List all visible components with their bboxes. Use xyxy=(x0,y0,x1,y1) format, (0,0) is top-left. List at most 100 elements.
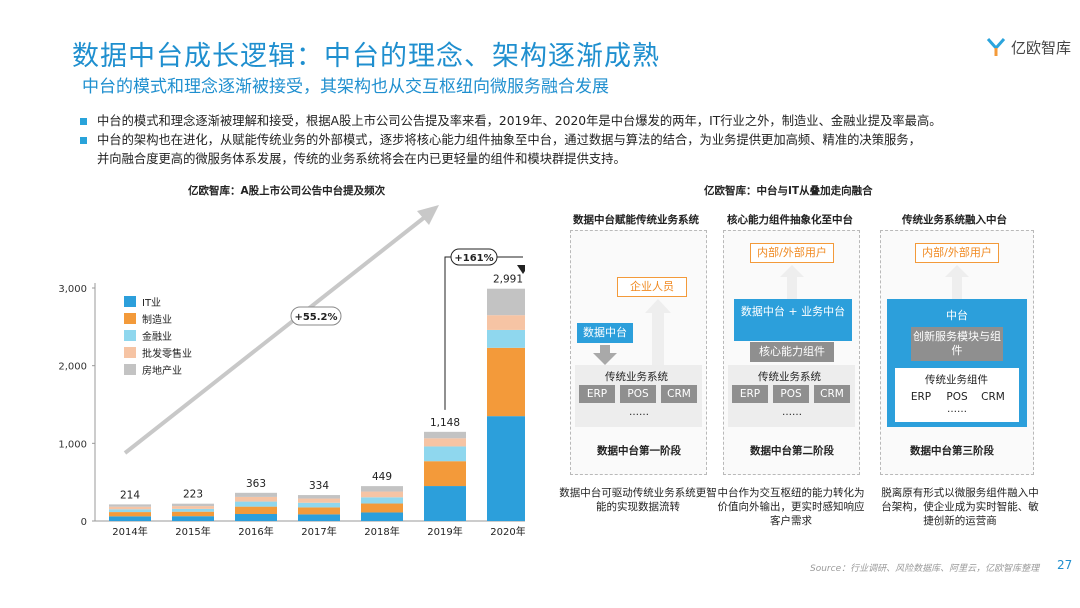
x-tick-label: 2019年 xyxy=(427,525,462,538)
bar-segment xyxy=(235,501,277,507)
stage-3-system: 传统业务组件 ERP POS CRM …… xyxy=(895,368,1019,422)
bar-segment xyxy=(487,347,525,417)
legend-label: 批发零售业 xyxy=(142,347,192,360)
bar-segment xyxy=(172,511,214,517)
stage-3-description: 脱离原有形式以微服务组件融入中台架构，使企业成为实时智能、敏捷创新的运营商 xyxy=(881,487,1039,527)
stage-2-system-title: 传统业务系统 xyxy=(758,371,821,383)
bullet-square-icon xyxy=(80,118,87,125)
bar-segment xyxy=(235,492,277,497)
legend-label: 房地产业 xyxy=(142,364,182,377)
bar-segment xyxy=(298,495,340,499)
up-arrow-icon xyxy=(645,299,671,379)
bar-segment xyxy=(109,506,151,510)
growth-label: +161% xyxy=(454,253,493,264)
bar-segment xyxy=(424,431,466,439)
bar-segment xyxy=(424,461,466,487)
x-tick-label: 2018年 xyxy=(364,525,399,538)
stage-1-system: 传统业务系统 ERP POS CRM …… xyxy=(575,365,702,427)
x-tick-label: 2014年 xyxy=(112,525,147,538)
pos-chip: POS xyxy=(773,385,809,403)
bar-segment xyxy=(172,506,214,509)
stacked-bar-chart: 0 1,000 2,000 3,000 214 2014年 223 2015年 363 2016年… xyxy=(58,205,525,538)
bar-segment xyxy=(109,512,151,517)
stage-1-panel: 企业人员 数据中台 传统业务系统 ERP POS CRM …… xyxy=(570,230,707,475)
stage-3-footer: 数据中台第三阶段 xyxy=(910,445,994,457)
bar-segment xyxy=(235,496,277,502)
erp-chip: ERP xyxy=(579,385,615,403)
crm-chip: CRM xyxy=(661,385,697,403)
stage-3-inner-box: 创新服务模块与组件 xyxy=(911,327,1003,361)
ellipsis: …… xyxy=(782,407,802,418)
legend-swatch xyxy=(124,313,136,324)
bar-total-label: 449 xyxy=(372,471,392,483)
stage-2-system: 传统业务系统 ERP POS CRM …… xyxy=(728,365,855,427)
bar-segment xyxy=(424,446,466,462)
stage-1-footer: 数据中台第一阶段 xyxy=(597,445,681,457)
bar-segment xyxy=(172,503,214,507)
up-arrow-icon xyxy=(945,265,969,299)
trend-arrow-head xyxy=(417,205,439,225)
bar-segment xyxy=(424,438,466,447)
chart-title: 亿欧智库：A股上市公司公告中台提及频次 xyxy=(188,185,386,197)
bar-total-label: 334 xyxy=(309,480,329,492)
bullet-list: 中台的模式和理念逐渐被理解和接受，根据A股上市公司公告提及率来看，2019年、2… xyxy=(80,112,1060,169)
legend-swatch xyxy=(124,364,136,375)
legend-swatch xyxy=(124,330,136,341)
bar-segment xyxy=(487,329,525,348)
bar-segment xyxy=(172,508,214,512)
stage-1-title: 数据中台赋能传统业务系统 xyxy=(573,214,699,226)
pos-chip: POS xyxy=(946,391,968,403)
bar-segment xyxy=(361,512,403,521)
bar-segment xyxy=(361,491,403,498)
up-arrow-icon xyxy=(780,265,804,299)
bar-segment xyxy=(298,507,340,515)
crm-chip: CRM xyxy=(981,391,1005,403)
bar-total-label: 214 xyxy=(120,489,140,501)
logo-icon xyxy=(986,38,1006,56)
erp-chip: ERP xyxy=(732,385,768,403)
legend-label: 金融业 xyxy=(142,330,172,343)
stage-1-description: 数据中台可驱动传统业务系统更智能的实现数据流转 xyxy=(559,487,717,513)
y-tick-label: 2,000 xyxy=(58,362,87,373)
legend-swatch xyxy=(124,296,136,307)
bullet-text: 中台的模式和理念逐渐被理解和接受，根据A股上市公司公告提及率来看，2019年、2… xyxy=(97,114,942,128)
page-number: 27 xyxy=(1057,558,1073,572)
stage-3-title: 传统业务系统融入中台 xyxy=(902,214,1007,226)
bullet-item: 中台的模式和理念逐渐被理解和接受，根据A股上市公司公告提及率来看，2019年、2… xyxy=(80,112,1060,131)
stage-2-footer: 数据中台第二阶段 xyxy=(750,445,834,457)
bar-segment xyxy=(487,288,525,316)
bar-segment xyxy=(361,497,403,504)
bar-segment xyxy=(361,503,403,513)
bar-segment xyxy=(424,486,466,521)
erp-chip: ERP xyxy=(910,391,932,403)
bullet-item: 中台的架构也在进化，从赋能传统业务的外部模式，逐步将核心能力组件抽象至中台，通过… xyxy=(80,131,1060,150)
diagram-title: 亿欧智库：中台与IT从叠加走向融合 xyxy=(704,185,873,197)
logo-text: 亿欧智库 xyxy=(1011,38,1072,57)
legend-swatch xyxy=(124,347,136,358)
bar-segment xyxy=(109,509,151,513)
bar-segment xyxy=(235,514,277,521)
stage-2-top-box: 内部/外部用户 xyxy=(750,243,834,263)
stage-2-middle-box: 数据中台 + 业务中台 xyxy=(734,299,852,341)
source-note: Source：行业调研、风险数据库、阿里云，亿欧智库整理 xyxy=(810,564,1040,574)
y-tick-label: 3,000 xyxy=(58,284,87,295)
crm-chip: CRM xyxy=(814,385,850,403)
y-tick-label: 1,000 xyxy=(58,439,87,450)
legend-label: IT业 xyxy=(142,297,161,309)
bullet-text-continued: 并向融合度更高的微服务体系发展，传统的业务系统将会在内已更轻量的组件和模块群提供… xyxy=(97,152,626,166)
growth-label-badge xyxy=(450,248,498,266)
stage-1-middle-box: 数据中台 xyxy=(577,323,633,343)
stage-1-system-title: 传统业务系统 xyxy=(605,371,668,383)
bar-segment xyxy=(487,416,525,521)
stage-3-top-box: 内部/外部用户 xyxy=(915,243,999,263)
bullet-text: 中台的架构也在进化，从赋能传统业务的外部模式，逐步将核心能力组件抽象至中台，通过… xyxy=(97,133,921,147)
trend-arrow xyxy=(123,211,432,455)
trend-label: +55.2% xyxy=(294,312,337,323)
bar-segment xyxy=(172,516,214,521)
y-tick-label: 0 xyxy=(81,517,87,528)
pos-chip: POS xyxy=(620,385,656,403)
trend-label-badge xyxy=(290,306,342,326)
growth-arrow-head xyxy=(517,265,525,274)
stage-3-panel: 内部/外部用户 中台 创新服务模块与组件 传统业务组件 ERP POS CRM … xyxy=(880,230,1034,475)
down-arrow-icon xyxy=(593,345,617,365)
